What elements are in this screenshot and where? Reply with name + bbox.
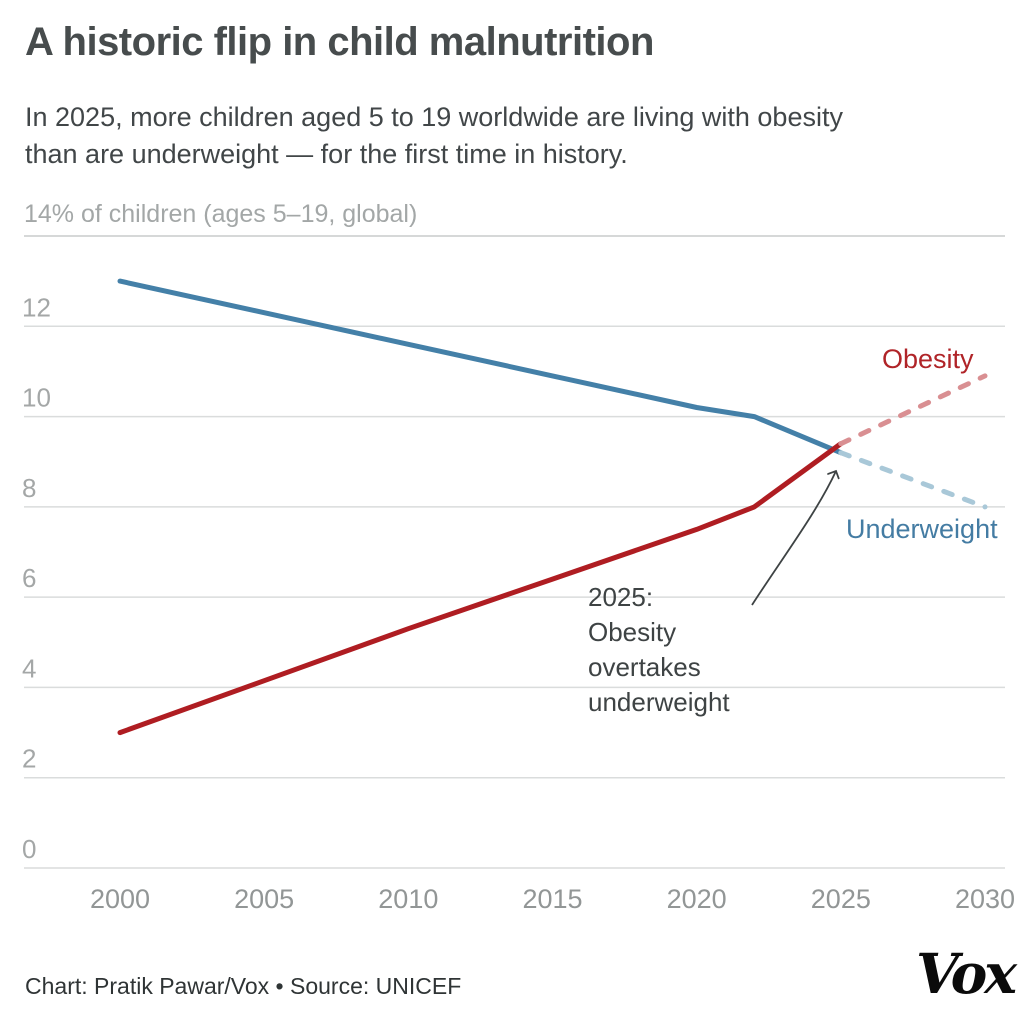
chart-credit: Chart: Pratik Pawar/Vox • Source: UNICEF — [25, 973, 462, 999]
underweight-line — [117, 278, 844, 456]
y-tick-label: 10 — [22, 383, 51, 413]
crossover-annotation: 2025: Obesity overtakes underweight — [588, 582, 730, 717]
y-tick-label: 6 — [22, 563, 36, 593]
page-title: A historic flip in child malnutrition — [25, 20, 654, 64]
x-tick-label: 2020 — [667, 884, 727, 914]
obesity-line-label: Obesity — [882, 344, 974, 374]
x-tick-label: 2025 — [811, 884, 871, 914]
x-tick-label: 2030 — [955, 884, 1015, 914]
obesity-line — [117, 441, 844, 736]
obesity-projection-line — [838, 373, 988, 447]
y-tick-label: 0 — [22, 834, 36, 864]
x-tick-label: 2005 — [234, 884, 294, 914]
y-tick-label: 4 — [22, 653, 36, 683]
annotation-arrow — [751, 469, 840, 606]
underweight-projection-line — [838, 450, 988, 510]
underweight-line-label: Underweight — [846, 514, 998, 544]
vox-logo: Vox — [916, 941, 1017, 1006]
y-axis-title: 14% of children (ages 5–19, global) — [24, 200, 418, 228]
y-tick-label: 12 — [22, 292, 51, 322]
y-tick-label: 8 — [22, 473, 36, 503]
x-tick-label: 2000 — [90, 884, 150, 914]
x-tick-label: 2015 — [522, 884, 582, 914]
y-tick-label: 2 — [22, 744, 36, 774]
chart-subtitle: In 2025, more children aged 5 to 19 worl… — [25, 102, 843, 169]
x-tick-label: 2010 — [378, 884, 438, 914]
